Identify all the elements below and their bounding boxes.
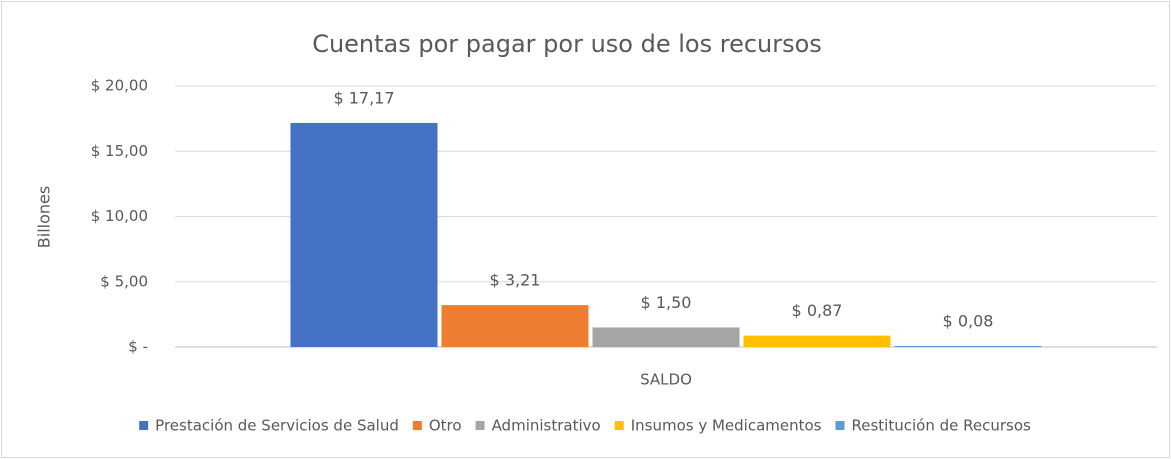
x-tick-label: SALDO: [640, 371, 692, 389]
bar: [290, 122, 438, 347]
bar: [894, 345, 1042, 347]
legend-label: Otro: [429, 417, 462, 435]
y-axis-label: Billones: [35, 186, 54, 248]
bar: [441, 305, 589, 347]
legend-marker: [412, 421, 422, 430]
legend-label: Restitución de Recursos: [852, 417, 1032, 435]
legend-marker: [475, 421, 485, 430]
legend-label: Administrativo: [492, 417, 601, 435]
legend-marker: [835, 421, 845, 430]
y-tick-label: $ 5,00: [100, 272, 148, 290]
y-tick-label: $ 20,00: [91, 77, 148, 95]
value-label: $ 0,87: [792, 301, 843, 320]
bar: [592, 327, 740, 347]
y-tick-label: $ -: [128, 338, 148, 356]
y-tick-label: $ 10,00: [91, 207, 148, 225]
legend-marker: [614, 421, 624, 430]
legend-label: Prestación de Servicios de Salud: [155, 417, 399, 435]
legend-marker: [139, 421, 149, 430]
legend-label: Insumos y Medicamentos: [631, 417, 822, 435]
chart-title: Cuentas por pagar por uso de los recurso…: [312, 30, 822, 58]
value-label: $ 0,08: [943, 311, 994, 330]
value-label: $ 1,50: [641, 293, 692, 312]
value-label: $ 3,21: [490, 271, 541, 290]
bar: [743, 335, 891, 347]
y-tick-label: $ 15,00: [91, 142, 148, 160]
value-label: $ 17,17: [333, 88, 394, 107]
